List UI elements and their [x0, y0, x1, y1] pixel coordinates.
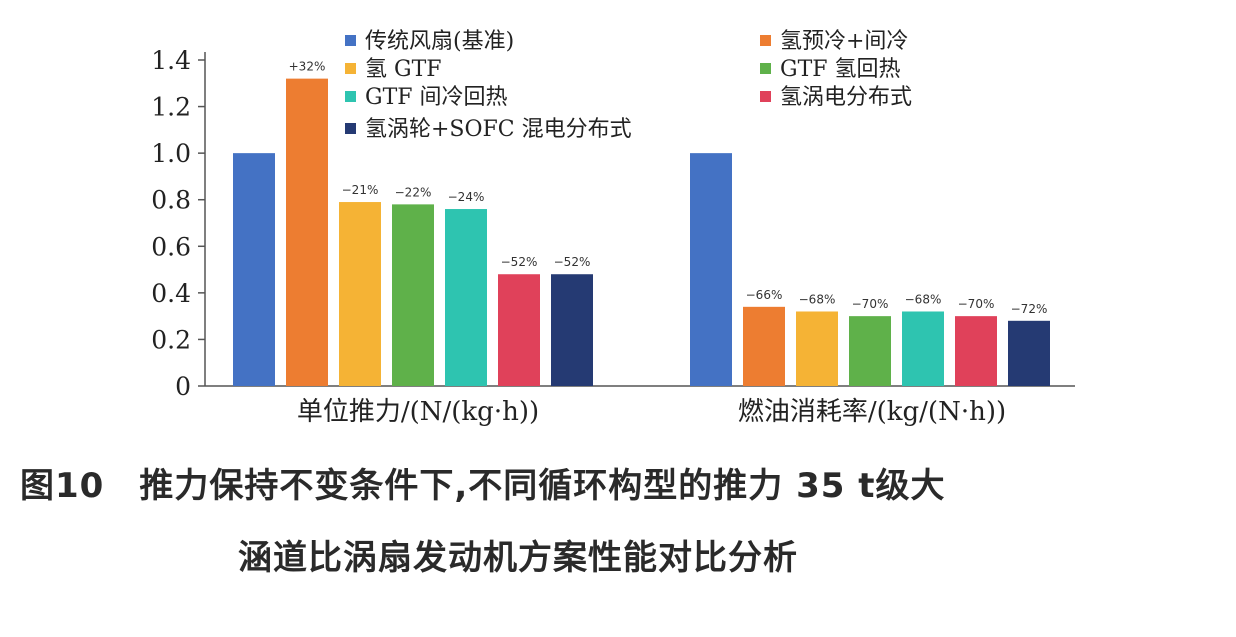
legend-swatch — [760, 63, 771, 74]
bar-data-label: −70% — [852, 297, 889, 311]
bar — [1008, 320, 1050, 386]
bar-data-label: +32% — [289, 60, 326, 74]
y-tick-label: 1.0 — [151, 139, 191, 168]
figure-caption-line2: 涵道比涡扇发动机方案性能对比分析 — [238, 538, 798, 578]
y-axis-ticks: 0 0.2 0.4 0.6 0.8 1.0 1.2 1.4 — [151, 46, 205, 401]
bar-data-label: −21% — [342, 183, 379, 197]
chart-bars: +32% −21% −22% −24% −52% −52% −66% −68% −70% −68%… — [233, 60, 1050, 386]
bar-data-label: −66% — [746, 288, 783, 302]
chart-legend: 传统风扇(基准) 氢预冷+间冷氢 GTF GTF 氢回热 GTF 间冷回热 氢涡电分布式… — [345, 29, 912, 142]
bar — [902, 311, 944, 386]
bar — [233, 153, 275, 386]
y-tick-label: 1.2 — [151, 93, 191, 122]
bar — [445, 209, 487, 386]
legend-label: 传统风扇(基准) — [365, 29, 514, 54]
figure-caption-line1: 图10 推力保持不变条件下,不同循环构型的推力 35 t级大 — [20, 466, 946, 506]
y-tick-label: 0.4 — [151, 279, 191, 308]
legend-swatch — [345, 123, 356, 134]
legend-swatch — [345, 35, 356, 46]
legend-label: 氢预冷+间冷 — [780, 29, 908, 54]
legend-label: GTF 间冷回热 — [365, 85, 508, 110]
bar-data-label: −68% — [905, 292, 942, 306]
bar — [339, 202, 381, 386]
x-category-label: 单位推力/(N/(kg·h)) — [297, 397, 539, 427]
legend-label: 氢 GTF — [365, 57, 442, 82]
bar-data-label: −52% — [501, 255, 538, 269]
legend-label: GTF 氢回热 — [780, 57, 901, 82]
y-tick-label: 0.8 — [151, 186, 191, 215]
chart-axes — [204, 52, 1075, 387]
bar-data-label: −70% — [958, 297, 995, 311]
bar — [849, 316, 891, 386]
legend-label: 氢涡电分布式 — [780, 85, 912, 110]
bar-data-label: −24% — [448, 190, 485, 204]
legend-swatch — [345, 91, 356, 102]
bar-data-label: −52% — [554, 255, 591, 269]
bar — [955, 316, 997, 386]
bar — [392, 204, 434, 386]
bar-data-label: −22% — [395, 185, 432, 199]
bar-chart: 0 0.2 0.4 0.6 0.8 1.0 1.2 1.4 +32% −21% −22% −24% −… — [151, 29, 1075, 427]
bar — [690, 153, 732, 386]
y-tick-label: 0.6 — [151, 232, 191, 261]
legend-swatch — [760, 91, 771, 102]
y-tick-label: 0.2 — [151, 325, 191, 354]
legend-swatch — [345, 63, 356, 74]
bar-data-label: −68% — [799, 292, 836, 306]
bar — [551, 274, 593, 386]
x-axis-categories: 单位推力/(N/(kg·h)) 燃油消耗率/(kg/(N·h)) — [297, 397, 1006, 427]
bar — [796, 311, 838, 386]
bar — [743, 306, 785, 386]
y-tick-label: 0 — [175, 372, 191, 401]
bar — [498, 274, 540, 386]
legend-label: 氢涡轮+SOFC 混电分布式 — [365, 117, 632, 142]
bar — [286, 78, 328, 386]
legend-swatch — [760, 35, 771, 46]
bar-data-label: −72% — [1011, 302, 1048, 316]
y-tick-label: 1.4 — [151, 46, 191, 75]
x-category-label: 燃油消耗率/(kg/(N·h)) — [738, 397, 1006, 427]
